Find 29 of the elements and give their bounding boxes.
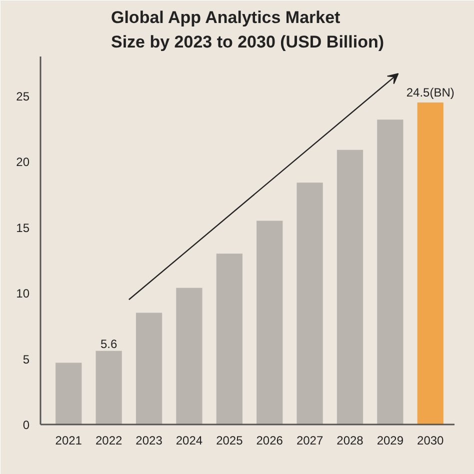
data-label: 5.6 — [100, 336, 118, 351]
x-tick-label: 2024 — [176, 434, 203, 448]
x-tick-label: 2022 — [95, 434, 123, 448]
y-tick-label: 20 — [16, 155, 30, 170]
x-tick-label: 2023 — [136, 434, 163, 448]
bar — [176, 288, 202, 424]
x-tick-label: 2025 — [216, 434, 244, 448]
x-tick-label: 2026 — [256, 434, 284, 448]
bar — [377, 120, 404, 424]
bar — [216, 254, 242, 424]
x-tick-label: 2028 — [336, 434, 364, 448]
bar — [296, 182, 323, 424]
bar — [256, 220, 283, 424]
y-tick-label: 0 — [22, 418, 30, 432]
bar — [417, 102, 444, 424]
chart-title: Global App Analytics Market Size by 2023 to 2030 (USD Billion) — [110, 8, 384, 52]
x-tick-label: 2030 — [417, 434, 444, 448]
x-tick-label: 2029 — [376, 434, 404, 448]
data-label: 24.5(BN) — [406, 86, 454, 100]
y-tick-label: 15 — [16, 220, 30, 235]
y-tick-label: 5 — [22, 352, 30, 366]
x-tick-label: 2027 — [296, 434, 324, 448]
y-tick-label: 10 — [16, 286, 30, 301]
bar — [56, 362, 82, 424]
bar — [96, 350, 122, 424]
bar — [336, 150, 364, 424]
x-tick-label: 2021 — [55, 434, 82, 448]
bar — [136, 312, 162, 424]
y-tick-label: 25 — [16, 89, 30, 104]
